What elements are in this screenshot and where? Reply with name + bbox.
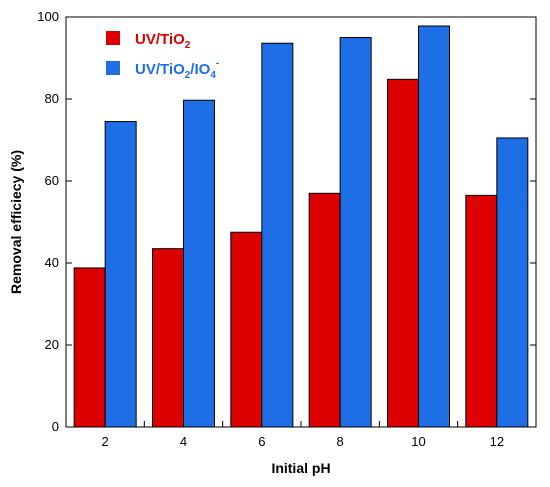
bar-uv-tio2-io4-ph-10 <box>418 25 450 428</box>
y-tick-label: 100 <box>37 9 59 24</box>
y-tick-label: 20 <box>45 337 59 352</box>
x-tick-label: 2 <box>102 434 109 449</box>
x-axis-label: Initial pH <box>271 460 330 476</box>
legend-label-uv-tio2-io4: UV/TiO2/IO4- <box>135 58 219 81</box>
bar-uv-tio2-ph-4 <box>152 248 184 428</box>
x-tick-label: 10 <box>411 434 425 449</box>
y-tick-label: 60 <box>45 173 59 188</box>
x-tick-label: 4 <box>180 434 187 449</box>
y-axis: 0 20 40 60 80 100 <box>37 9 536 434</box>
x-axis: 2 4 6 8 10 12 <box>102 421 504 449</box>
bar-uv-tio2-io4-ph-6 <box>261 42 294 428</box>
y-tick-label: 40 <box>45 255 59 270</box>
bar-uv-tio2-ph-2 <box>73 267 106 428</box>
x-tick-label: 12 <box>490 434 504 449</box>
bars-group <box>73 25 529 428</box>
bar-uv-tio2-ph-6 <box>230 231 263 428</box>
bar-uv-tio2-ph-10 <box>387 78 419 428</box>
y-axis-label: Removal efficiecy (%) <box>8 150 24 294</box>
bar-uv-tio2-ph-12 <box>465 194 498 428</box>
legend-swatch-uv-tio2 <box>106 31 120 45</box>
x-tick-label: 8 <box>337 434 344 449</box>
y-tick-label: 0 <box>52 419 59 434</box>
y-tick-label: 80 <box>45 91 59 106</box>
bar-uv-tio2-ph-8 <box>308 192 341 428</box>
bar-uv-tio2-io4-ph-2 <box>104 121 137 428</box>
legend: UV/TiO2 UV/TiO2/IO4- <box>106 31 219 81</box>
bar-uv-tio2-io4-ph-12 <box>496 137 529 428</box>
bar-uv-tio2-io4-ph-4 <box>183 99 215 428</box>
bar-uv-tio2-io4-ph-8 <box>339 37 372 428</box>
legend-label-uv-tio2: UV/TiO2 <box>135 31 191 51</box>
legend-swatch-uv-tio2-io4 <box>106 61 120 75</box>
x-tick-label: 6 <box>258 434 265 449</box>
